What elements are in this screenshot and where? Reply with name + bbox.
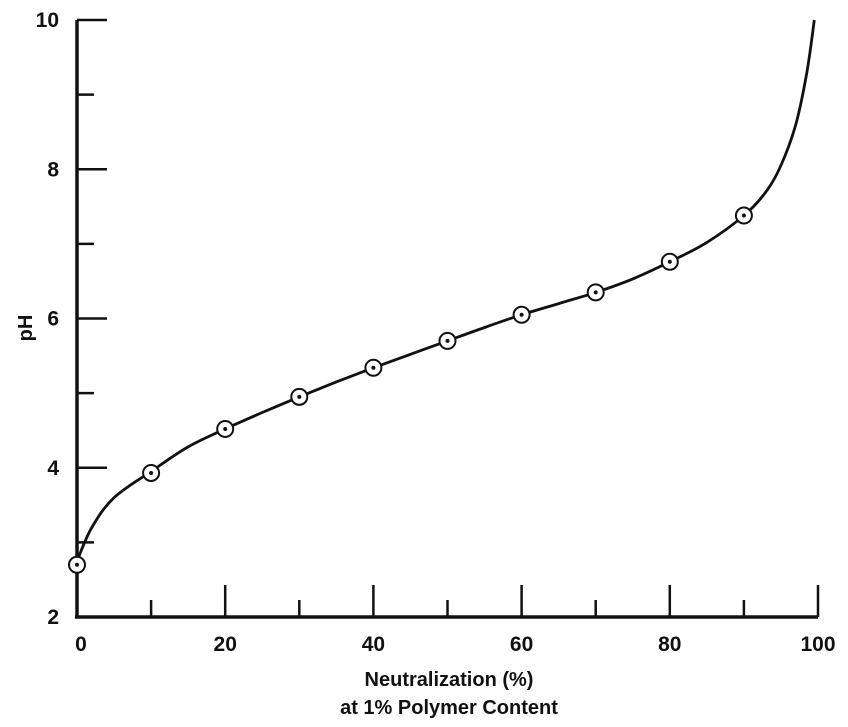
curve-layer (75, 19, 816, 562)
data-point (586, 283, 605, 302)
x-tick-label: 80 (658, 633, 681, 656)
ph-curve (75, 19, 816, 562)
data-point (216, 419, 235, 438)
x-tick-label: 40 (362, 633, 385, 656)
x-tick-label: 20 (214, 633, 237, 656)
data-point (734, 206, 753, 225)
data-point (438, 331, 457, 350)
data-point (290, 387, 309, 406)
data-point (68, 555, 86, 574)
y-axis-title: pH (15, 315, 37, 342)
data-markers (68, 206, 753, 574)
y-tick-label: 2 (47, 606, 59, 629)
data-point (364, 358, 383, 377)
x-tick-label: 0 (75, 633, 87, 656)
y-tick-label: 10 (36, 9, 59, 32)
data-point (512, 305, 531, 324)
y-tick-label: 6 (47, 308, 59, 331)
x-axis-title: Neutralization (%) (365, 669, 534, 691)
data-point (660, 252, 679, 271)
y-tick-label: 4 (47, 457, 59, 480)
x-tick-label: 60 (510, 633, 533, 656)
tick-marks (77, 18, 820, 619)
x-axis-title-line2: at 1% Polymer Content (340, 697, 558, 719)
data-point (142, 463, 161, 482)
x-tick-label: 100 (800, 633, 835, 656)
y-tick-label: 8 (47, 158, 59, 181)
axes (75, 20, 818, 619)
